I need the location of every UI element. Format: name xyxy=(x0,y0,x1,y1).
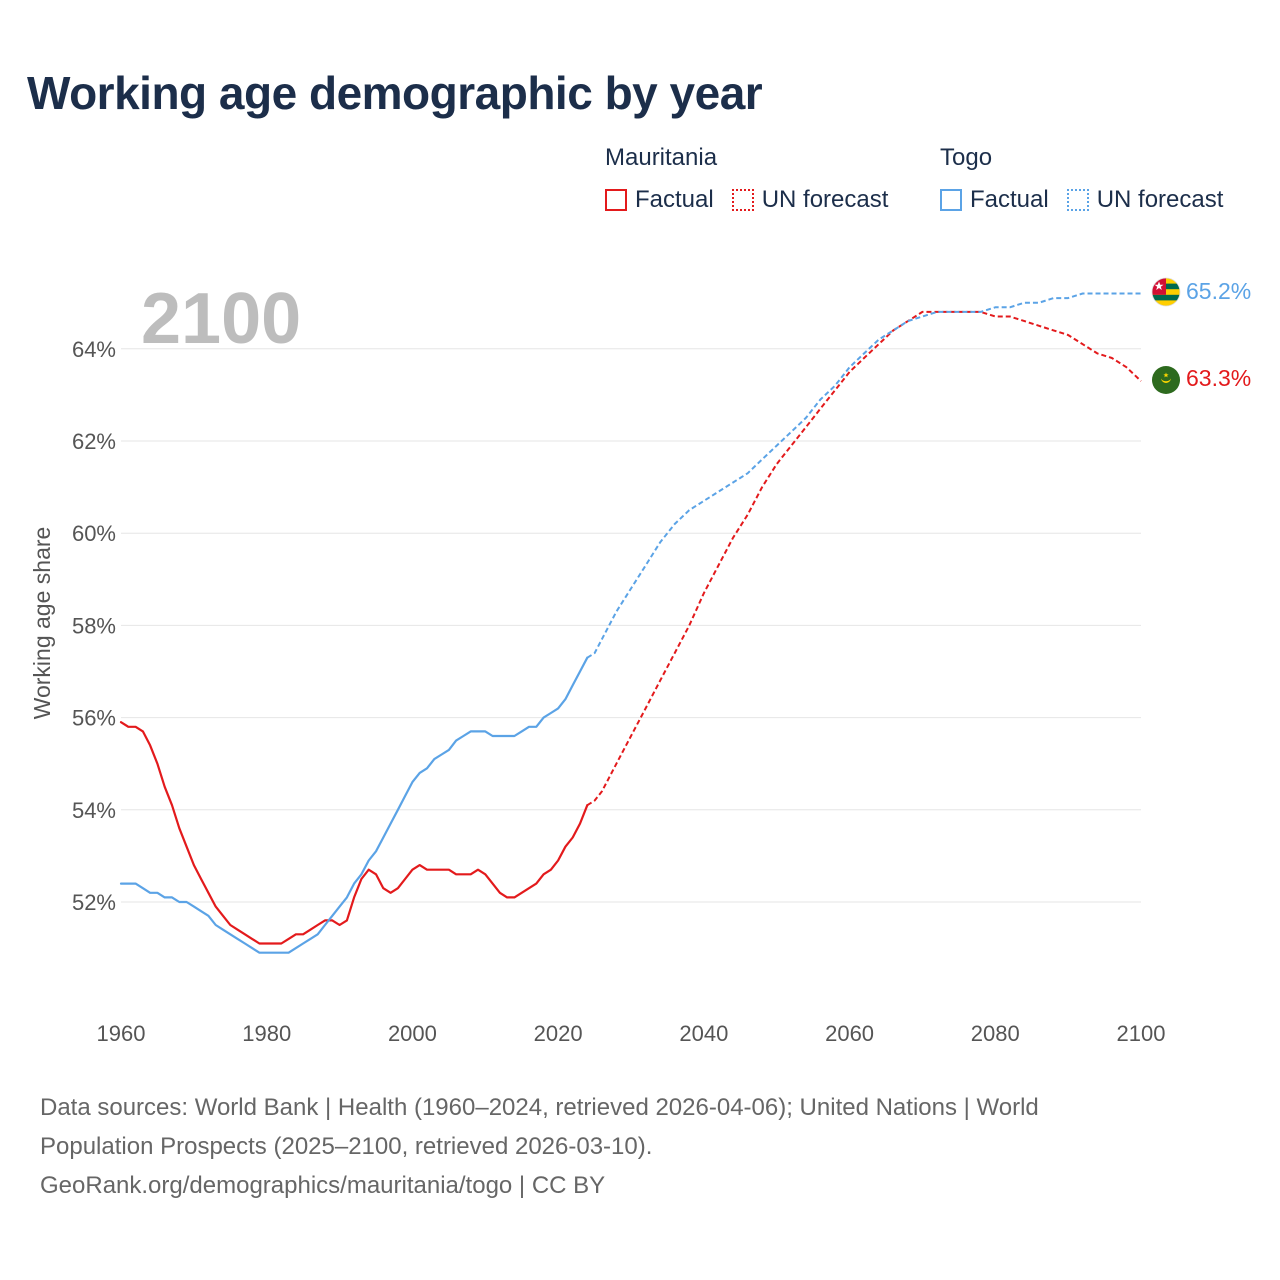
x-tick-label: 1960 xyxy=(97,1021,146,1046)
legend-togo-forecast[interactable]: UN forecast xyxy=(1066,186,1224,214)
legend-mauritania-factual[interactable]: Factual xyxy=(605,186,714,214)
line-chart: 2100 52% 54% 56% 58% 60% 62% 64% 1960 1980 2000 2… xyxy=(29,277,1251,1046)
legend-togo-factual[interactable]: Factual xyxy=(940,186,1049,214)
footer-sources: Data sources: World Bank | Health (1960–… xyxy=(40,1088,1240,1205)
dotted-swatch-icon xyxy=(731,189,754,211)
legend-group-name: Mauritania xyxy=(605,144,718,171)
legend-item-label: Factual xyxy=(635,186,714,213)
y-tick-label: 58% xyxy=(72,613,116,638)
gridlines xyxy=(121,348,1141,903)
footer-line: Population Prospects (2025–2100, retriev… xyxy=(40,1133,653,1160)
x-tick-label: 2060 xyxy=(825,1021,874,1046)
footer-line: Data sources: World Bank | Health (1960–… xyxy=(40,1094,1039,1121)
x-tick-label: 2020 xyxy=(534,1021,583,1046)
series-lines xyxy=(119,292,1142,954)
x-tick-label: 2040 xyxy=(679,1021,728,1046)
togo-end-value: 65.2% xyxy=(1186,278,1251,304)
mauritania-factual-line xyxy=(119,721,589,945)
togo-factual-line xyxy=(119,656,589,954)
legend-group-name: Togo xyxy=(940,144,993,171)
y-axis-title: Working age share xyxy=(29,527,55,720)
togo-forecast-line xyxy=(586,292,1141,659)
y-tick-label: 56% xyxy=(72,706,116,731)
legend-item-label: UN forecast xyxy=(761,186,889,213)
legend-item-label: Factual xyxy=(970,186,1049,213)
x-tick-label: 2080 xyxy=(971,1021,1020,1046)
x-tick-label: 1980 xyxy=(242,1021,291,1046)
mauritania-end-value: 63.3% xyxy=(1186,365,1251,391)
y-tick-label: 60% xyxy=(72,521,116,546)
legend-togo: Togo Factual UN forecast xyxy=(940,144,1241,214)
y-tick-label: 54% xyxy=(72,798,116,823)
legend-item-label: UN forecast xyxy=(1096,186,1224,213)
x-tick-label: 2000 xyxy=(388,1021,437,1046)
solid-swatch-icon xyxy=(605,189,627,211)
legend-mauritania-forecast[interactable]: UN forecast xyxy=(731,186,889,214)
chart-title: Working age demographic by year xyxy=(27,67,763,119)
mauritania-forecast-line xyxy=(586,310,1142,807)
footer-line[interactable]: GeoRank.org/demographics/mauritania/togo… xyxy=(40,1172,606,1199)
dotted-swatch-icon xyxy=(1066,189,1089,211)
mauritania-flag-icon xyxy=(1152,366,1180,394)
y-axis-ticks: 52% 54% 56% 58% 60% 62% 64% xyxy=(72,337,116,915)
togo-flag-icon xyxy=(1151,277,1181,307)
legend-mauritania: Mauritania Factual UN forecast xyxy=(605,144,906,214)
y-tick-label: 62% xyxy=(72,429,116,454)
y-tick-label: 64% xyxy=(72,337,116,362)
x-tick-label: 2100 xyxy=(1117,1021,1166,1046)
solid-swatch-icon xyxy=(940,189,962,211)
x-axis-ticks: 1960 1980 2000 2020 2040 2060 2080 2100 xyxy=(97,1021,1166,1046)
y-tick-label: 52% xyxy=(72,890,116,915)
year-display: 2100 xyxy=(141,279,301,359)
